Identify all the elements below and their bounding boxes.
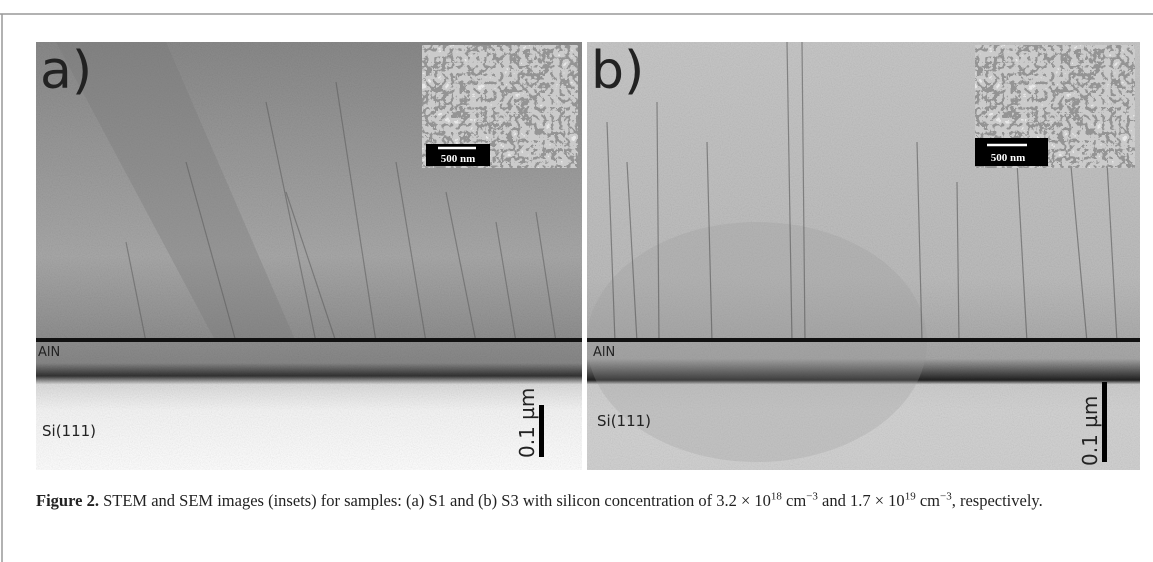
inset-scale-label: 500 nm [991, 152, 1026, 164]
substrate-label: Si(111) [597, 412, 651, 430]
scale-label: 0.1 µm [515, 388, 539, 458]
caption-text: cm [781, 491, 807, 510]
layer-label: AlN [38, 345, 60, 360]
caption-text: cm [919, 491, 940, 510]
layer-label: AlN [593, 345, 615, 360]
substrate-label: Si(111) [42, 422, 96, 440]
dislocations [606, 41, 1118, 343]
caption-text: and 1.7 × 10 [817, 491, 905, 510]
scale-label: 0.1 µm [1078, 396, 1102, 466]
inset-scale-label: 500 nm [441, 153, 476, 165]
scale-box [426, 144, 490, 166]
dislocations [125, 81, 557, 343]
caption: Figure 2. STEM and SEM images (insets) f… [36, 490, 1126, 511]
caption-sup: 18 [770, 490, 782, 503]
scale-bar [539, 405, 544, 457]
panel-b: 500 nm b) AlN Si(111) 0.1 µm [587, 41, 1140, 470]
caption-label: Figure 2. [36, 491, 99, 510]
scale-bar [1102, 382, 1107, 462]
caption-sup: −3 [939, 490, 952, 503]
interface [36, 338, 582, 342]
panel-label: b) [591, 41, 644, 101]
caption-text: STEM and SEM images (insets) for samples… [103, 491, 771, 510]
caption-sup: −3 [806, 490, 818, 503]
grain [56, 42, 296, 342]
interface [587, 338, 1140, 342]
caption-text: , respectively. [951, 491, 1043, 510]
caption-sup: 19 [904, 490, 916, 503]
panel-a: 500 nm a) AlN Si(111) 0.1 µm [36, 41, 582, 470]
panel-label: a) [40, 41, 92, 101]
scale-box [975, 138, 1048, 166]
